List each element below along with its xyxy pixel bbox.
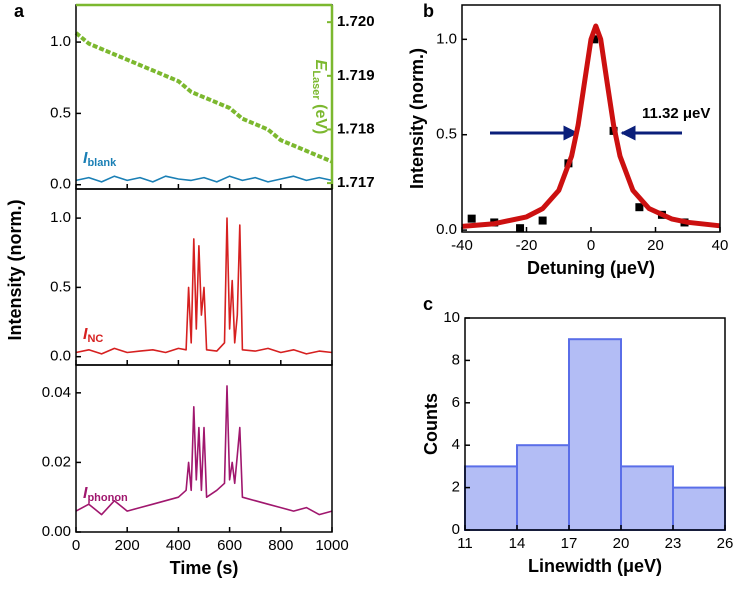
y-axis-label: Counts — [421, 393, 441, 455]
x-tick-label: 600 — [217, 537, 242, 554]
x-tick-label: 200 — [115, 537, 140, 554]
x-axis-label: Linewidth (μeV) — [528, 556, 662, 576]
annotation-main: I — [83, 485, 88, 502]
annotation: INC — [83, 326, 103, 345]
annotation: Iblank — [83, 150, 117, 169]
bar — [672, 486, 726, 532]
x-tick-label: 26 — [717, 535, 734, 552]
x-tick-label: 14 — [509, 535, 526, 552]
y-tick-label: 6 — [452, 394, 460, 411]
bar — [516, 444, 570, 532]
bar — [620, 465, 674, 531]
x-tick-label: 11 — [457, 535, 473, 552]
annotation-sub: NC — [87, 333, 103, 345]
point — [467, 214, 476, 223]
x-tick-label: 0 — [587, 237, 595, 254]
x-tick-label: 400 — [166, 537, 191, 554]
y-axis-label: Intensity (norm.) — [407, 48, 427, 189]
y2-tick-label: 1.720 — [337, 13, 375, 30]
point — [538, 216, 547, 225]
x-tick-label: 1000 — [315, 537, 348, 554]
bar — [464, 465, 518, 531]
annotation-main: I — [83, 150, 88, 167]
point — [635, 203, 644, 212]
x-tick-label: 17 — [561, 535, 578, 552]
y-tick-label: 0.0 — [50, 176, 71, 193]
x-tick-label: 20 — [647, 237, 664, 254]
x-tick-label: 23 — [665, 535, 682, 552]
plot-frame — [464, 317, 726, 531]
y-axis-label: Intensity (norm.) — [5, 199, 25, 340]
x-tick-label: -20 — [516, 237, 538, 254]
x-tick-label: -40 — [451, 237, 473, 254]
annotation-sub: phonon — [87, 492, 128, 504]
y-tick-label: 0.5 — [50, 278, 71, 295]
y-tick-label: 1.0 — [436, 30, 457, 47]
panel-letter: b — [423, 1, 434, 21]
trace — [74, 31, 333, 164]
y-tick-label: 0 — [452, 521, 460, 538]
x-tick-label: 800 — [268, 537, 293, 554]
y-tick-label: 1.0 — [50, 209, 71, 226]
y-tick-label: 0.0 — [436, 221, 457, 238]
trace — [75, 217, 333, 355]
y-tick-label: 0.5 — [436, 126, 457, 143]
annotation: 11.32 μeV — [642, 105, 710, 122]
panel-letter: a — [14, 1, 25, 21]
y-tick-label: 0.02 — [42, 453, 71, 470]
plot-frame — [75, 364, 333, 533]
y-tick-label: 10 — [443, 309, 460, 326]
y-tick-label: 0.04 — [42, 384, 71, 401]
x-tick-label: 20 — [613, 535, 630, 552]
y-tick-label: 2 — [452, 479, 460, 496]
annotation-sub: blank — [87, 157, 117, 169]
annotation: ELaser (eV) — [310, 60, 329, 135]
y2-tick-label: 1.719 — [337, 67, 375, 84]
panel-letter: c — [423, 294, 433, 314]
point — [516, 224, 525, 233]
annotation-main: I — [83, 326, 88, 343]
y-tick-label: 0.5 — [50, 104, 71, 121]
x-axis-label: Detuning (μeV) — [527, 258, 655, 278]
y-tick-label: 0.0 — [50, 348, 71, 365]
fit-line — [461, 23, 721, 229]
y-tick-label: 1.0 — [50, 33, 71, 50]
trace — [75, 385, 333, 516]
y-tick-label: 0.00 — [42, 523, 71, 540]
annotation-main: E — [312, 60, 329, 72]
y-tick-label: 4 — [452, 436, 460, 453]
plot-frame — [75, 188, 333, 366]
x-axis-label: Time (s) — [170, 558, 239, 578]
bar — [568, 338, 622, 532]
annotation: Iphonon — [83, 485, 128, 504]
x-tick-label: 40 — [712, 237, 729, 254]
annotation-rest: (eV) — [312, 100, 329, 135]
point — [590, 35, 599, 44]
y-tick-label: 8 — [452, 351, 460, 368]
y2-tick-label: 1.717 — [337, 174, 375, 191]
annotation-sub: Laser — [310, 70, 322, 100]
x-tick-label: 0 — [72, 537, 80, 554]
y2-tick-label: 1.718 — [337, 120, 375, 137]
trace — [75, 175, 333, 183]
